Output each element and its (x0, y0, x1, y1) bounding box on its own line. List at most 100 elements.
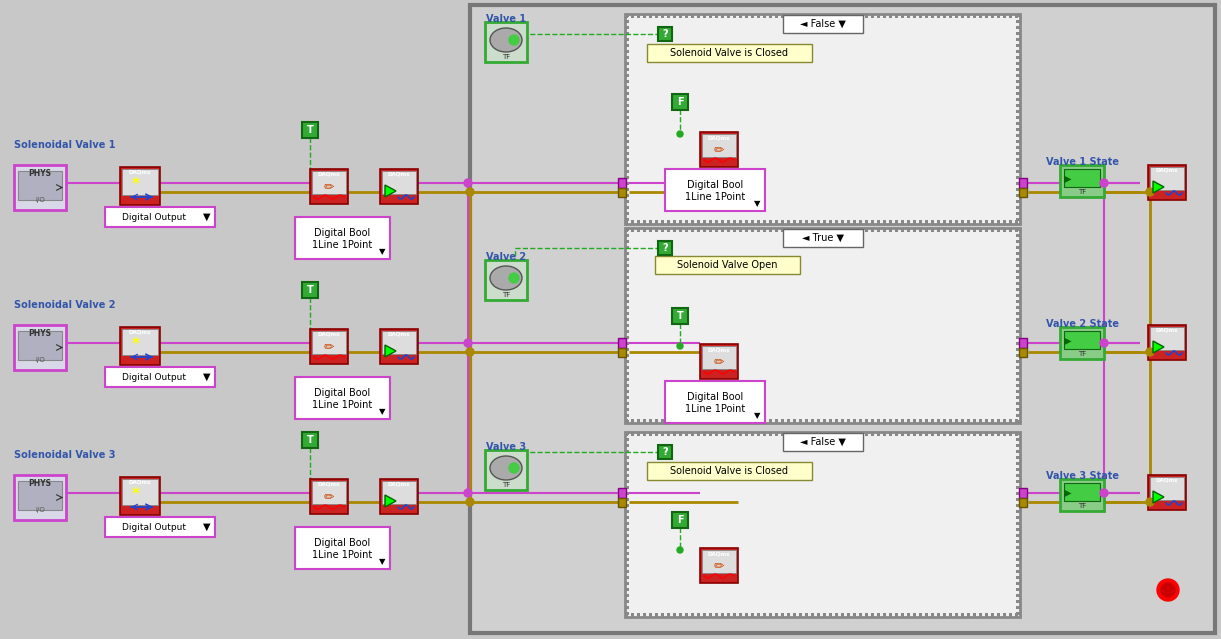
Bar (895, 220, 897, 224)
Bar (650, 613, 652, 617)
Bar (1016, 450, 1020, 453)
Bar (757, 432, 759, 436)
Bar (672, 308, 687, 324)
Bar (877, 14, 880, 18)
Bar (1016, 158, 1020, 161)
Bar (625, 228, 1020, 423)
Bar (949, 432, 952, 436)
Bar (823, 228, 825, 232)
Bar (637, 419, 640, 423)
Bar (625, 206, 629, 209)
Bar (853, 220, 856, 224)
Bar (733, 228, 736, 232)
Bar (1150, 167, 1184, 190)
Bar (991, 220, 994, 224)
Bar (930, 432, 934, 436)
Bar (1060, 327, 1104, 359)
Bar (470, 5, 1215, 633)
Bar (661, 228, 664, 232)
Bar (1016, 62, 1020, 65)
Bar (763, 228, 766, 232)
Bar (703, 228, 706, 232)
Bar (658, 27, 672, 41)
Bar (1016, 522, 1020, 525)
Bar (1016, 378, 1020, 381)
Text: ?: ? (662, 243, 668, 253)
Bar (853, 14, 856, 18)
Bar (860, 432, 862, 436)
Bar (1020, 488, 1027, 498)
Bar (658, 445, 672, 459)
Bar (625, 456, 629, 459)
Bar (709, 613, 712, 617)
Bar (1016, 408, 1020, 411)
Bar (775, 220, 778, 224)
Bar (835, 14, 838, 18)
Text: Digital Output: Digital Output (122, 523, 186, 532)
Bar (864, 613, 868, 617)
Bar (860, 419, 862, 423)
Bar (1016, 38, 1020, 41)
Bar (841, 419, 844, 423)
Bar (943, 432, 946, 436)
Ellipse shape (490, 28, 523, 52)
Bar (380, 169, 418, 204)
Polygon shape (1153, 491, 1164, 503)
Bar (726, 228, 730, 232)
Bar (618, 178, 626, 188)
Bar (1016, 146, 1020, 149)
Circle shape (464, 489, 473, 497)
Bar (907, 432, 910, 436)
Bar (1150, 327, 1184, 350)
Bar (1016, 56, 1020, 59)
Bar (1016, 438, 1020, 441)
Bar (691, 14, 694, 18)
Bar (1016, 68, 1020, 71)
Bar (871, 432, 874, 436)
Bar (979, 14, 982, 18)
Bar (775, 14, 778, 18)
Bar (823, 419, 825, 423)
Bar (860, 613, 862, 617)
Text: Valve 1: Valve 1 (486, 14, 526, 24)
Bar (1016, 228, 1020, 231)
Bar (901, 228, 904, 232)
Bar (1016, 576, 1020, 579)
Bar (105, 207, 215, 227)
Polygon shape (385, 345, 396, 357)
Bar (685, 14, 687, 18)
Text: PHYS: PHYS (28, 169, 51, 178)
Bar (1009, 613, 1012, 617)
Bar (1016, 594, 1020, 597)
Bar (835, 220, 838, 224)
Bar (877, 419, 880, 423)
Bar (783, 229, 862, 247)
Circle shape (1100, 179, 1107, 187)
Bar (295, 217, 389, 259)
Bar (654, 256, 800, 274)
Circle shape (466, 348, 474, 356)
Bar (625, 510, 629, 513)
Bar (1016, 492, 1020, 495)
Bar (700, 344, 737, 379)
Bar (120, 477, 160, 515)
Bar (751, 228, 755, 232)
Text: Solenoidal Valve 3: Solenoidal Valve 3 (13, 450, 116, 460)
Bar (739, 228, 742, 232)
Bar (625, 158, 629, 161)
Bar (685, 419, 687, 423)
Bar (625, 26, 629, 29)
Bar (691, 432, 694, 436)
Bar (973, 228, 976, 232)
Bar (788, 613, 790, 617)
Text: Valve 3: Valve 3 (486, 442, 526, 452)
Bar (763, 432, 766, 436)
Bar (895, 419, 897, 423)
Bar (788, 228, 790, 232)
Bar (895, 613, 897, 617)
Bar (781, 613, 784, 617)
Bar (1016, 330, 1020, 333)
Bar (889, 613, 893, 617)
Bar (697, 14, 700, 18)
Bar (650, 220, 652, 224)
